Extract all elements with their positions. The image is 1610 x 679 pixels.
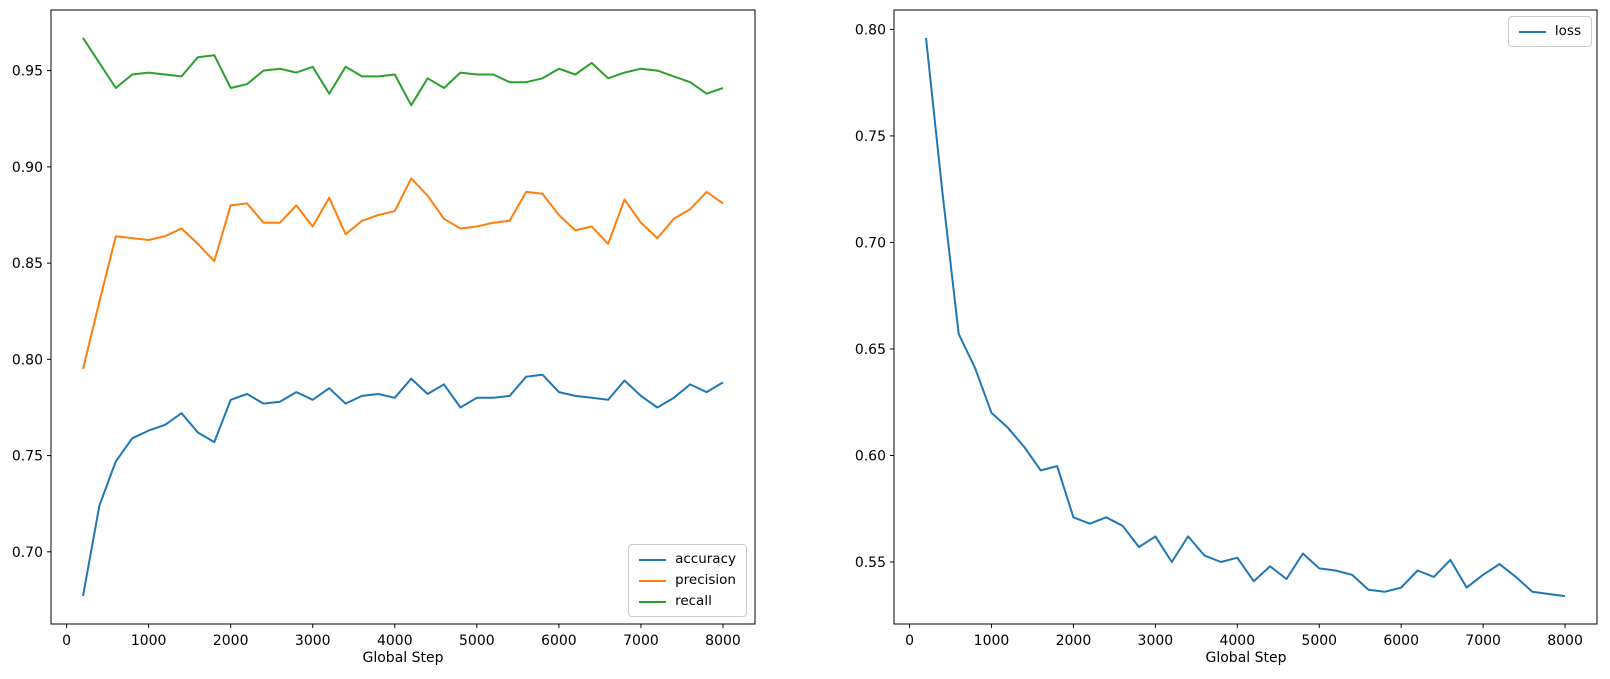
legend-item: precision	[639, 572, 736, 589]
x-axis-label: Global Step	[1205, 650, 1287, 666]
x-tick-label: 5000	[1301, 633, 1337, 649]
legend-label: recall	[675, 593, 712, 609]
x-tick-label: 6000	[541, 633, 577, 649]
legend-line-recall	[639, 600, 667, 603]
x-tick-label: 4000	[1219, 633, 1255, 649]
x-tick-label: 5000	[459, 633, 495, 649]
metrics-legend: accuracy precision recall	[628, 544, 747, 617]
y-tick-label: 0.75	[12, 449, 43, 465]
axes-frame	[50, 9, 756, 625]
legend-item: recall	[639, 593, 736, 610]
legend-item: loss	[1518, 23, 1581, 40]
metrics-plot-svg: 0 1000 2000 3000 4000 5000 6000 7000 8000 0.70 0.7…	[12, 9, 756, 649]
x-axis-label: Global Step	[362, 650, 444, 666]
y-tick-label: 0.95	[12, 64, 43, 80]
y-tick-label: 0.70	[855, 235, 886, 251]
x-tick-label: 8000	[1547, 633, 1583, 649]
y-tick-label: 0.80	[855, 22, 886, 38]
axes-frame	[893, 9, 1598, 625]
x-tick-label: 8000	[705, 633, 741, 649]
x-tick-label: 2000	[1056, 633, 1092, 649]
legend-line-precision	[639, 579, 667, 582]
x-tick-label: 7000	[1465, 633, 1501, 649]
y-tick-label: 0.65	[855, 342, 886, 358]
legend-label: precision	[675, 572, 736, 588]
y-tick-label: 0.70	[12, 545, 43, 561]
x-tick-label: 0	[905, 633, 914, 649]
y-tick-label: 0.60	[855, 448, 886, 464]
y-tick-label: 0.90	[12, 160, 43, 176]
legend-label: accuracy	[675, 551, 736, 567]
x-tick-label: 2000	[213, 633, 249, 649]
legend-item: accuracy	[639, 551, 736, 568]
legend-line-loss	[1518, 30, 1546, 33]
x-tick-label: 1000	[131, 633, 167, 649]
x-tick-label: 0	[62, 633, 71, 649]
series-line-accuracy	[82, 373, 724, 597]
loss-legend: loss	[1507, 16, 1592, 47]
y-tick-label: 0.80	[12, 352, 43, 368]
x-tick-label: 4000	[377, 633, 413, 649]
y-tick-label: 0.75	[855, 129, 886, 145]
loss-chart: 0 1000 2000 3000 4000 5000 6000 7000 8000 0.55 0.6…	[805, 0, 1610, 679]
y-tick-label: 0.85	[12, 256, 43, 272]
x-tick-label: 3000	[1138, 633, 1174, 649]
y-tick-label: 0.55	[855, 555, 886, 571]
x-tick-label: 6000	[1383, 633, 1419, 649]
legend-label: loss	[1554, 23, 1581, 39]
loss-plot-svg: 0 1000 2000 3000 4000 5000 6000 7000 8000 0.55 0.6…	[855, 9, 1598, 649]
legend-line-accuracy	[639, 558, 667, 561]
x-tick-label: 1000	[974, 633, 1010, 649]
x-tick-label: 3000	[295, 633, 331, 649]
series-line-loss	[925, 37, 1566, 598]
metrics-chart: 0 1000 2000 3000 4000 5000 6000 7000 8000 0.70 0.7…	[12, 9, 756, 666]
x-tick-label: 7000	[623, 633, 659, 649]
series-line-recall	[82, 37, 724, 107]
series-line-precision	[82, 177, 724, 370]
